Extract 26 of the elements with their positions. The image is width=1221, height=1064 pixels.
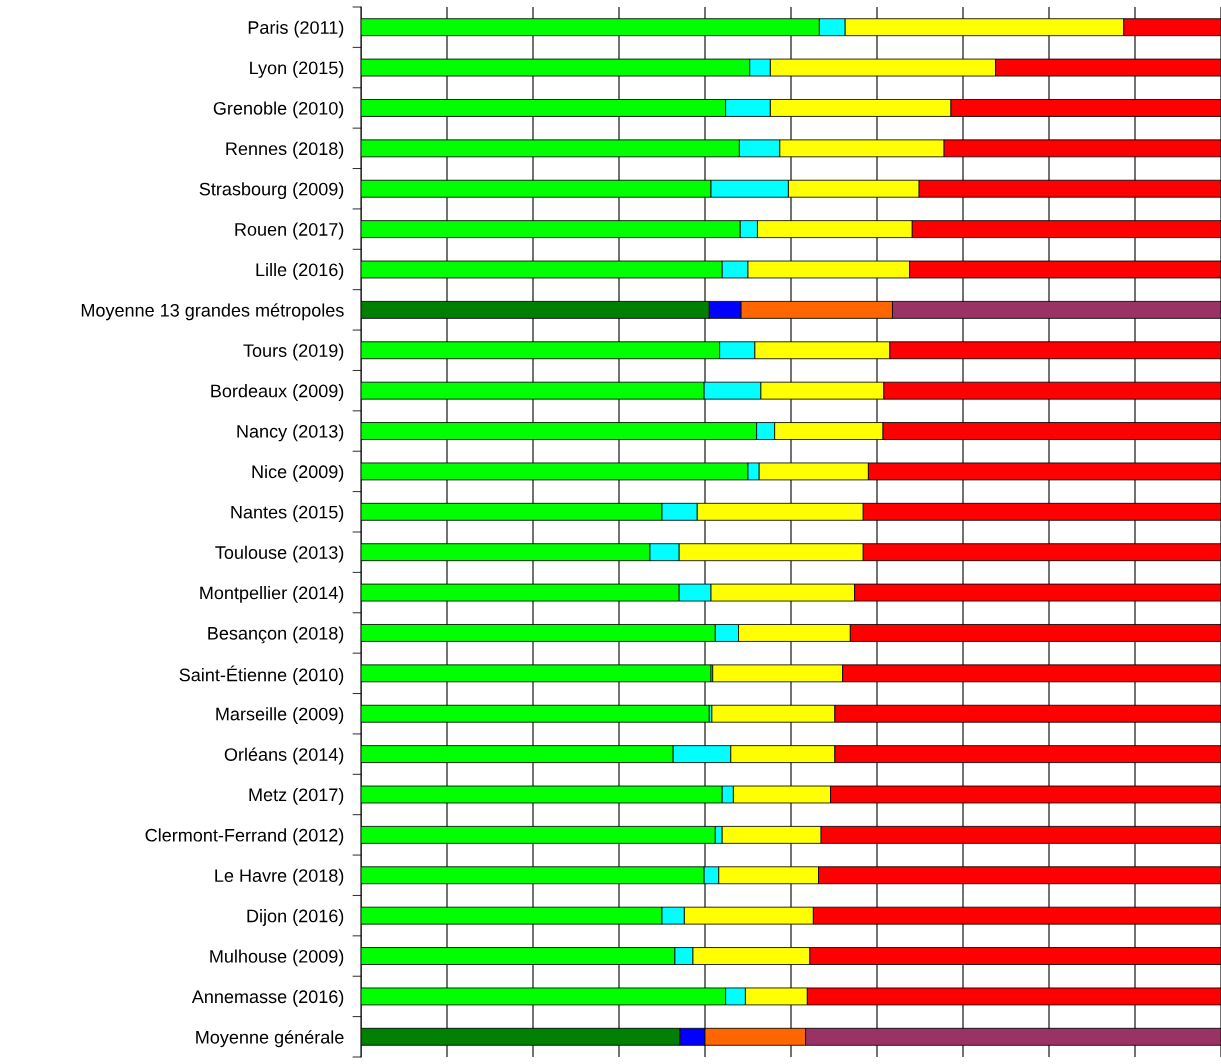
y-tick-label: Lille (2016)	[256, 262, 344, 280]
y-tick-label: Annemasse (2016)	[191, 989, 344, 1007]
y-tick-label: Mulhouse (2009)	[210, 949, 344, 967]
y-tick-label: Saint-Étienne (2010)	[179, 665, 344, 685]
y-tick-label: Moyenne 13 grandes métropoles	[81, 303, 344, 321]
y-tick-label: Lyon (2015)	[250, 61, 344, 78]
y-tick-label: Paris (2011)	[248, 20, 344, 38]
y-tick-label: Moyenne générale	[196, 1030, 344, 1048]
y-tick-label: Bordeaux (2009)	[211, 384, 344, 401]
y-tick-label: Nice (2009)	[252, 464, 344, 482]
y-tick-label: Orléans (2014)	[224, 747, 344, 765]
y-tick-label: Toulouse (2013)	[215, 545, 344, 563]
y-tick-label: Grenoble (2010)	[213, 101, 344, 119]
y-tick-label: Rouen (2017)	[235, 222, 344, 240]
y-tick-label: Clermont-Ferrand (2012)	[145, 828, 344, 846]
y-tick-label: Tours (2019)	[243, 343, 344, 361]
y-tick-label: Nancy (2013)	[237, 424, 344, 442]
y-tick-label: Rennes (2018)	[226, 141, 344, 159]
y-tick-label: Dijon (2016)	[247, 909, 344, 926]
y-tick-label: Besançon (2018)	[208, 626, 344, 644]
y-tick-label: Marseille (2009)	[216, 707, 344, 725]
y-tick-label: Strasbourg (2009)	[199, 182, 344, 200]
y-tick-label: Metz (2017)	[249, 787, 344, 805]
y-tick-label: Montpellier (2014)	[200, 586, 344, 603]
y-tick-label: Nantes (2015)	[231, 505, 344, 523]
y-tick-label: Le Havre (2018)	[215, 868, 344, 886]
